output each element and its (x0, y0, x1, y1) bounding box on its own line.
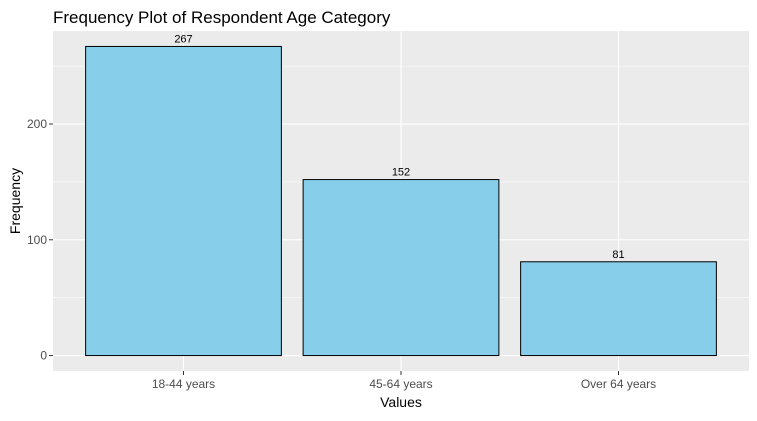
bar-value-label-2: 81 (612, 249, 624, 261)
x-axis: 18-44 years 45-64 years Over 64 years (152, 371, 656, 391)
x-tick-label: Over 64 years (581, 377, 656, 391)
x-tick-label: 45-64 years (369, 377, 432, 391)
bar-value-label-0: 267 (174, 33, 192, 45)
y-tick-label: 200 (27, 117, 47, 131)
chart-title: Frequency Plot of Respondent Age Categor… (53, 8, 391, 27)
bars (85, 45, 717, 357)
bar-value-label-1: 152 (392, 167, 410, 179)
bar-2 (520, 261, 717, 357)
y-axis: 0 100 200 (27, 117, 53, 363)
bar-0 (85, 45, 282, 357)
bar-value-labels: 267 152 81 (174, 33, 624, 260)
y-tick-label: 0 (40, 349, 47, 363)
y-axis-label: Frequency (7, 168, 23, 234)
x-axis-label: Values (380, 394, 422, 410)
x-tick-label: 18-44 years (152, 377, 215, 391)
y-tick-label: 100 (27, 233, 47, 247)
bar-1 (302, 179, 500, 357)
